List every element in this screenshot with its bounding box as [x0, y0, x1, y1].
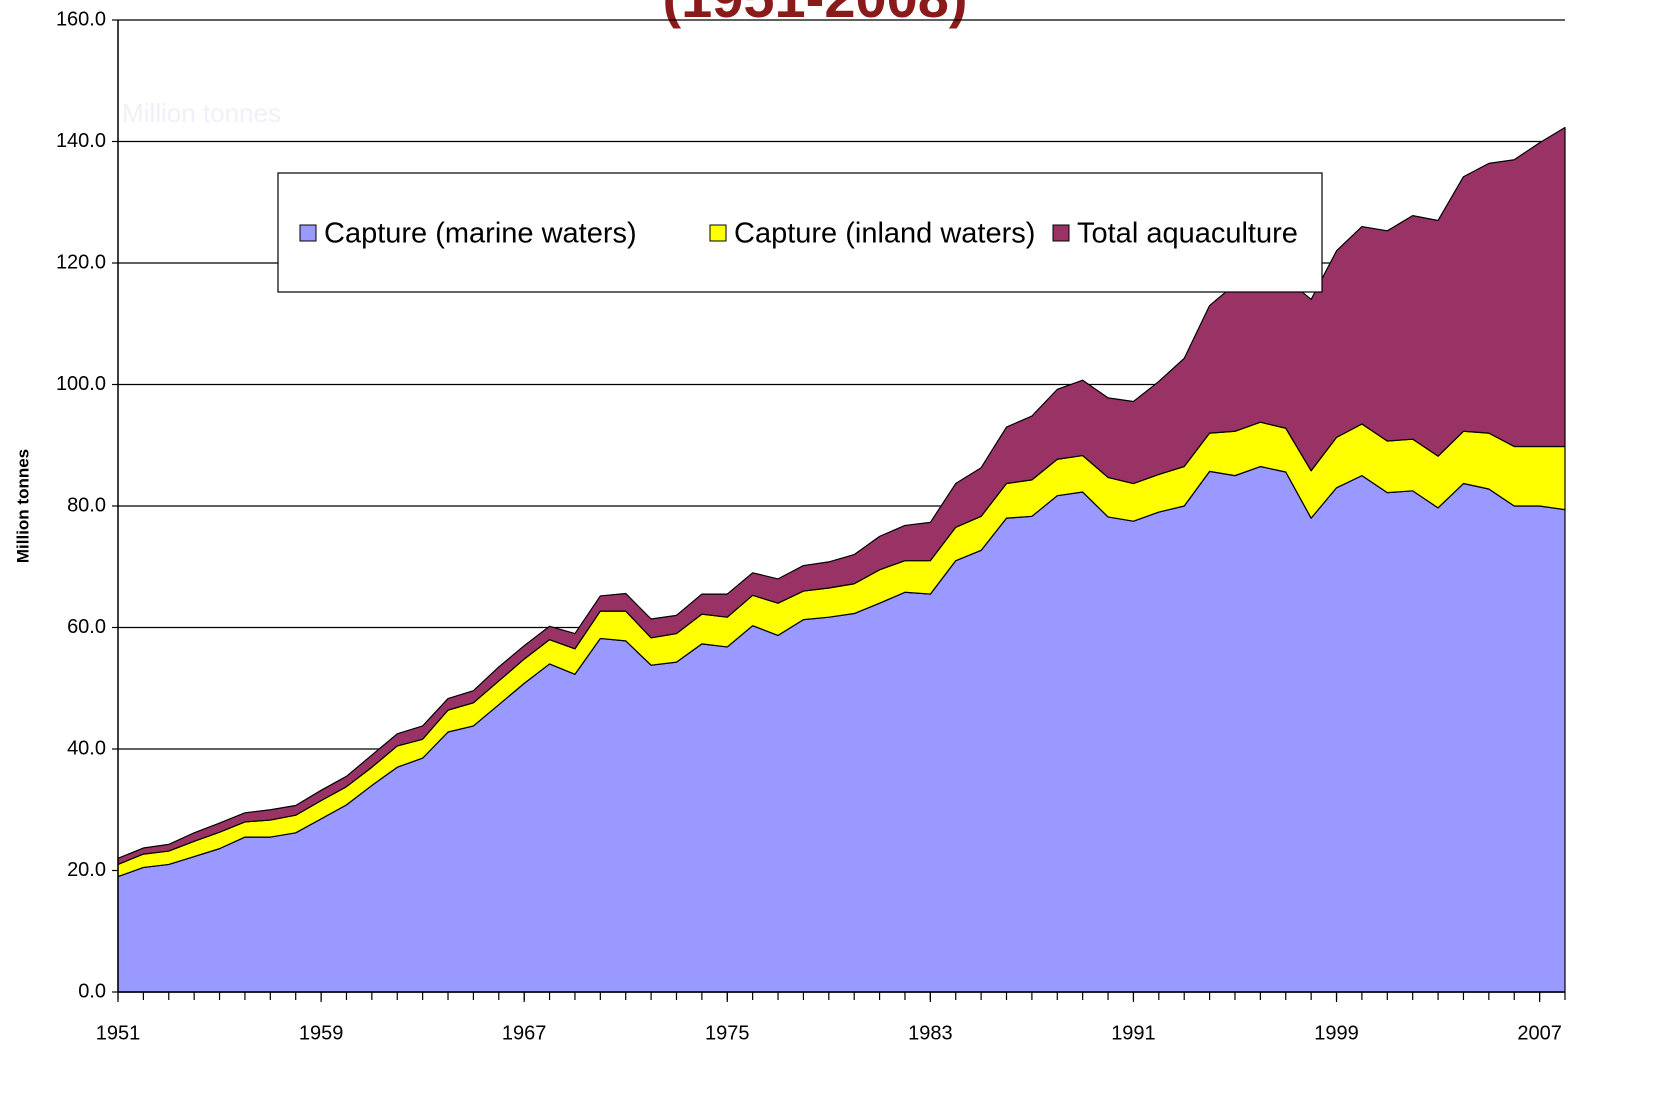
y-tick-label: 40.0	[67, 737, 106, 759]
x-tick-label: 2007	[1517, 1022, 1562, 1044]
legend-label: Capture (inland waters)	[734, 218, 1035, 250]
x-tick-label: 1959	[299, 1022, 344, 1044]
legend-box	[277, 172, 1323, 293]
y-tick-label: 100.0	[56, 373, 106, 395]
y-tick-label: 160.0	[56, 8, 106, 30]
area	[117, 126, 1566, 866]
y-axis-label: Million tonnes	[13, 449, 32, 563]
x-tick-label: 1975	[705, 1022, 750, 1044]
legend-swatch	[709, 224, 727, 242]
legend-swatch	[1052, 224, 1070, 242]
legend-label: Capture (marine waters)	[324, 218, 637, 250]
legend-label: Total aquaculture	[1077, 218, 1298, 250]
y-tick-label: 120.0	[56, 251, 106, 273]
x-tick-label: 1991	[1111, 1022, 1156, 1044]
x-tick-label: 1999	[1314, 1022, 1359, 1044]
legend: Capture (marine waters) Capture (inland w…	[277, 172, 1323, 293]
y-tick-label: 140.0	[56, 130, 106, 152]
y-tick-label: 60.0	[67, 616, 106, 638]
x-tick-label: 1967	[502, 1022, 547, 1044]
y-tick-label: 80.0	[67, 494, 106, 516]
x-tick-label: 1983	[908, 1022, 953, 1044]
chart-title: (1951-2008)	[662, 0, 967, 29]
area	[117, 465, 1566, 993]
y-tick-label: 20.0	[67, 859, 106, 881]
legend-swatch	[299, 224, 317, 242]
x-tick-label: 1951	[96, 1022, 141, 1044]
y-tick-label: 0.0	[78, 980, 106, 1002]
annotation: Million tonnes	[122, 98, 281, 128]
